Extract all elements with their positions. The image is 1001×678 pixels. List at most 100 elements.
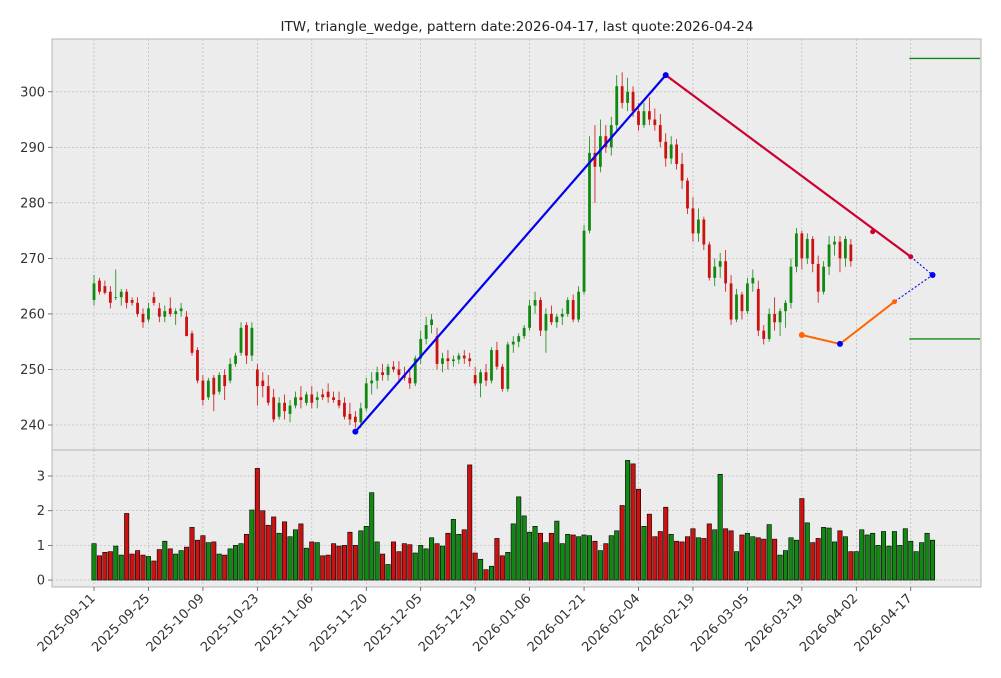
candle-body [751,277,755,284]
candle-body [190,333,194,353]
candle-body [604,136,608,148]
candle-body [844,238,847,259]
volume-bar [853,551,859,581]
candle-body [321,394,325,398]
price-tick-label: 280 [20,196,45,211]
candle-body [239,327,243,353]
volume-bar [581,534,587,581]
volume-bar [494,538,500,581]
volume-bar [657,531,663,581]
candle-body [103,286,107,293]
volume-bar [243,533,249,581]
candle-body [724,261,728,284]
volume-bar [646,513,652,581]
candle-body [228,363,232,381]
candle-body [343,402,346,417]
volume-bar [521,515,527,581]
volume-bar [151,560,157,581]
price-axis: 240 250 260 270 280 290 300 [20,85,52,434]
volume-bar [292,529,298,581]
candle-body [386,366,390,376]
candle-body [462,355,466,359]
candle-body [217,375,221,392]
candle-body [816,263,820,292]
volume-bar [570,534,576,581]
volume-bar [91,543,97,581]
candle-body [206,380,210,398]
candle-body [141,313,145,323]
volume-bar [614,530,620,581]
candle-body [381,372,384,376]
volume-bar [913,551,919,581]
candle-body [517,336,521,342]
volume-bar [309,541,315,581]
volume-axis: 0 1 2 3 [37,470,52,589]
volume-bar [848,551,854,581]
candle-body [353,416,357,423]
volume-bar [783,550,789,581]
volume-bar [543,542,549,581]
volume-bar [548,532,554,581]
volume-bar [772,538,778,581]
candle-body [838,241,842,259]
volume-bar [222,554,228,581]
candle-body [549,313,553,323]
volume-bar [271,516,277,581]
volume-bar [799,498,805,581]
volume-bar [815,538,821,581]
candle-body [773,313,777,323]
volume-bar [527,531,533,581]
candle-body [234,355,237,364]
volume-bar [156,549,162,581]
candle-body [664,141,668,159]
candle-body [566,300,570,314]
candle-body [528,305,531,328]
volume-bar [875,545,881,581]
volume-bar [336,545,342,581]
candle-body [740,294,744,312]
candle-body [555,316,559,323]
volume-bar [919,542,925,581]
volume-bar [314,542,320,581]
volume-bar [227,548,233,581]
date-axis: 2025-09-112025-09-252025-10-092025-10-23… [35,587,916,655]
volume-bar [804,522,810,581]
volume-bar [723,528,729,581]
volume-bar [603,543,609,581]
candle-body [419,338,423,359]
volume-bar [380,553,386,581]
candle-body [805,238,809,259]
volume-bar [908,540,914,581]
candle-body [778,311,782,323]
candle-body [680,163,684,181]
volume-bar [859,529,865,581]
candle-body [500,366,504,389]
candle-body [174,311,178,314]
price-tick-label: 240 [20,419,45,434]
volume-bar [129,553,135,581]
candle-body [577,291,581,320]
volume-bar [488,565,494,581]
candle-body [669,144,673,159]
candle-body [588,152,591,231]
volume-bar [701,538,707,581]
candle-body [157,308,161,317]
volume-bar [483,569,489,581]
volume-bar [788,537,794,581]
x-tick-label: 2026-04-17 [852,591,916,655]
candle-body [125,291,129,303]
candle-body [626,91,630,103]
volume-bar [635,488,641,581]
candle-body [696,219,700,234]
price-tick-label: 270 [20,252,45,267]
volume-bar [418,545,424,581]
volume-bar [586,535,592,581]
volume-bar [652,536,658,581]
candle-body [255,369,259,387]
candle-body [637,111,640,126]
candle-body [811,238,815,264]
volume-bar [505,552,511,581]
volume-bar [254,468,260,581]
volume-bar [347,531,353,581]
candle-body [397,369,401,376]
